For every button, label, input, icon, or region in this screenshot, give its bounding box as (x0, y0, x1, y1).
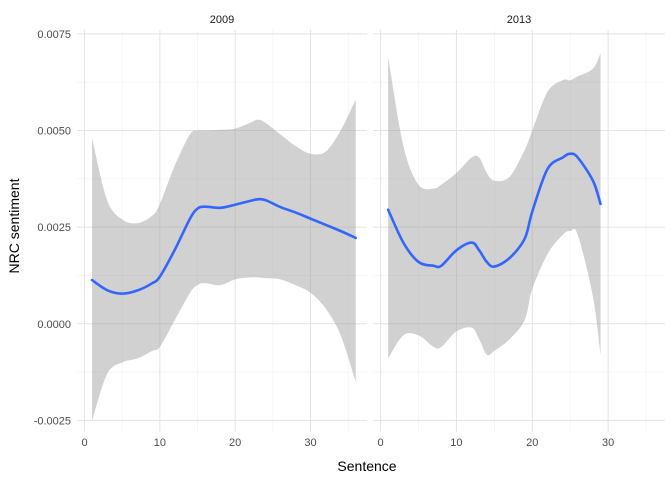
x-tick-label: 10 (154, 437, 166, 449)
panel-2013: 2013 (373, 14, 665, 432)
y-axis-title: NRC sentiment (6, 178, 22, 273)
x-tick-label: 10 (450, 437, 462, 449)
x-axis: 0 10 20 30 0 10 20 30 (81, 437, 614, 449)
x-tick-label: 0 (378, 437, 384, 449)
panel-strip-label: 2013 (507, 14, 531, 26)
panel-2009: 2009 (77, 14, 367, 432)
y-tick-label: 0.0075 (37, 29, 71, 41)
x-tick-label: 20 (526, 437, 538, 449)
confidence-ribbon (388, 53, 601, 359)
x-tick-label: 0 (81, 437, 87, 449)
y-tick-label: 0.0025 (37, 222, 71, 234)
x-tick-label: 30 (602, 437, 614, 449)
panels-layer: 2009 2013 (77, 14, 665, 432)
smooth-trend-line (386, 152, 602, 269)
y-tick-label: 0.0050 (37, 126, 71, 138)
y-tick-label: 0.0000 (37, 319, 71, 331)
smooth-trend-line (90, 197, 357, 295)
x-tick-label: 30 (304, 437, 316, 449)
confidence-ribbon (92, 99, 356, 421)
x-axis-title: Sentence (337, 458, 396, 474)
x-tick-label: 20 (229, 437, 241, 449)
panel-strip-label: 2009 (210, 14, 234, 26)
y-axis: -0.0025 0.0000 0.0025 0.0050 0.0075 (34, 29, 71, 428)
y-tick-label: -0.0025 (34, 415, 71, 427)
